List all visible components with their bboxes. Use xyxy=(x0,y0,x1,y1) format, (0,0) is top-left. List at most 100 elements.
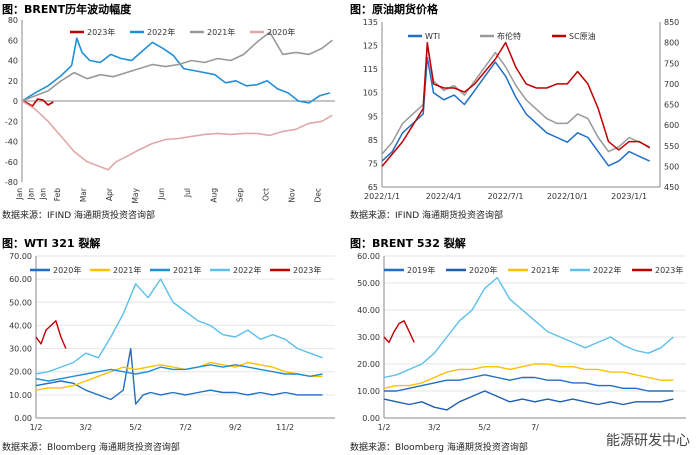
x-tick-label: 1/2 xyxy=(378,423,391,432)
x-tick-label: Sep xyxy=(235,188,244,202)
x-tick-label: 5/2 xyxy=(478,423,491,432)
y-tick-label: -20 xyxy=(5,117,18,126)
series-line xyxy=(35,361,323,391)
x-tick-label: 7/ xyxy=(531,423,539,432)
y-tick-label: 105 xyxy=(363,89,378,98)
legend-label: 2022年 xyxy=(593,265,621,275)
x-tick-label: 2023/1/1 xyxy=(611,192,647,201)
x-tick-label: Jun xyxy=(157,188,166,201)
y-right-tick-label: 500 xyxy=(664,162,679,171)
y-tick-label: 10.00 xyxy=(357,387,380,396)
series-line xyxy=(381,44,651,155)
y-tick-label: -80 xyxy=(5,178,18,187)
series-line xyxy=(21,100,333,171)
series-line xyxy=(381,41,651,167)
series-line xyxy=(35,320,67,349)
series-line xyxy=(21,98,54,107)
legend-label: 2022年 xyxy=(233,265,261,275)
y-tick-label: 60 xyxy=(8,36,18,45)
series-line xyxy=(35,278,323,375)
y-tick-label: 85 xyxy=(368,136,378,145)
series-line xyxy=(383,390,674,411)
x-tick-label: 2022/10/1 xyxy=(547,192,588,201)
legend-label: 2020年 xyxy=(469,265,497,275)
chart-source: 数据来源：IFIND 海通期货投资咨询部 xyxy=(350,211,504,221)
y-tick-label: 50.00 xyxy=(357,279,380,288)
legend-label: 2021年 xyxy=(531,265,559,275)
legend-label: 2023年 xyxy=(655,265,683,275)
legend-label: 2021年 xyxy=(207,27,235,37)
x-tick-label: 3/2 xyxy=(79,423,92,432)
brent-532-crack-chart: 0.00 10.00 20.00 30.00 40.00 50.00 60.00 1/2 3/2… xyxy=(357,252,686,432)
x-tick-label: Jul xyxy=(183,188,192,198)
y-right-tick-label: 700 xyxy=(664,80,679,89)
legend-label: 2019年 xyxy=(407,265,435,275)
x-tick-label: 1/2 xyxy=(30,423,43,432)
y-tick-label: 0.00 xyxy=(14,414,32,423)
x-tick-label: Jan xyxy=(15,188,24,201)
x-tick-label: Nov xyxy=(288,187,297,202)
chart-source: 数据来源：Bloomberg 海通期货投资咨询部 xyxy=(2,443,180,453)
x-tick-label: Dec xyxy=(314,188,323,203)
y-right-tick-label: 450 xyxy=(664,183,679,192)
y-tick-label: 40 xyxy=(8,57,18,66)
legend-label: SC原油 xyxy=(569,31,596,41)
chart-source: 数据来源：IFIND 海通期货投资咨询部 xyxy=(2,211,156,221)
series-line xyxy=(35,347,323,405)
legend-label: 2021年 xyxy=(113,265,141,275)
legend-label: 布伦特 xyxy=(497,31,521,41)
y-tick-label: 20.00 xyxy=(9,368,32,377)
y-right-tick-label: 550 xyxy=(664,142,679,151)
x-tick-label: Aug xyxy=(209,188,218,203)
x-tick-label: May xyxy=(131,187,140,203)
legend-label: 2021年 xyxy=(173,265,201,275)
y-tick-label: 30.00 xyxy=(357,333,380,342)
y-tick-label: 30.00 xyxy=(9,345,32,354)
legend-label: 2020年 xyxy=(53,265,81,275)
legend-label: WTI xyxy=(425,32,440,41)
y-tick-label: 125 xyxy=(363,42,378,51)
panel-brent-volatility: 图：BRENT历年波动幅度 -80 -60 -40 -20 0 20 40 60 80 Jan Ja… xyxy=(0,0,343,228)
y-tick-label: 135 xyxy=(363,18,378,27)
y-right-tick-label: 650 xyxy=(664,101,679,110)
chart-title: 图：BRENT历年波动幅度 xyxy=(2,3,132,16)
watermark-logo: 能源研发中心 xyxy=(602,429,694,451)
series-line xyxy=(35,364,323,382)
x-tick-label: 11/2 xyxy=(276,423,294,432)
y-tick-label: 95 xyxy=(368,112,378,121)
chart-source: 数据来源：Bloomberg 海通期货投资咨询部 xyxy=(350,443,528,453)
legend-label: 2023年 xyxy=(293,265,321,275)
chart-title: 图：WTI 321 裂解 xyxy=(2,237,101,250)
y-tick-label: -60 xyxy=(5,158,18,167)
y-tick-label: 115 xyxy=(363,65,378,74)
y-tick-label: 20.00 xyxy=(357,360,380,369)
x-tick-label: 9/2 xyxy=(229,423,242,432)
series-line xyxy=(383,363,674,389)
x-tick-label: 3/2 xyxy=(428,423,441,432)
y-tick-label: -40 xyxy=(5,138,18,147)
y-tick-label: 60.00 xyxy=(357,252,380,261)
x-tick-label: Jan xyxy=(38,188,47,201)
y-right-tick-label: 800 xyxy=(664,39,679,48)
x-tick-label: Oct xyxy=(261,188,270,201)
chart-title: 图：BRENT 532 裂解 xyxy=(350,237,466,250)
y-tick-label: 40.00 xyxy=(9,321,32,330)
series-line xyxy=(384,374,674,392)
panel-wti-321-crack: 图：WTI 321 裂解 0.00 10.00 20.00 30.00 40.00 50.… xyxy=(0,232,343,455)
series-line xyxy=(383,320,415,344)
x-tick-label: Apr xyxy=(105,187,114,201)
wti-321-crack-chart: 0.00 10.00 20.00 30.00 40.00 50.00 60.00 70.00 1… xyxy=(9,252,335,432)
y-tick-label: 40.00 xyxy=(357,306,380,315)
x-tick-label: 2022/7/1 xyxy=(488,192,524,201)
chart-title: 图：原油期货价格 xyxy=(350,3,438,16)
panel-brent-532-crack: 图：BRENT 532 裂解 0.00 10.00 20.00 30.00 40.00 5… xyxy=(348,232,698,455)
y-tick-label: 70.00 xyxy=(9,252,32,261)
x-tick-label: Feb xyxy=(53,188,62,202)
legend-label: 2023年 xyxy=(87,27,115,37)
x-tick-label: Jan xyxy=(27,188,36,201)
legend-label: 2020年 xyxy=(267,27,295,37)
y-tick-label: 75 xyxy=(368,159,378,168)
series-line xyxy=(21,37,331,104)
y-tick-label: 20 xyxy=(8,77,18,86)
y-right-tick-label: 850 xyxy=(664,18,679,27)
